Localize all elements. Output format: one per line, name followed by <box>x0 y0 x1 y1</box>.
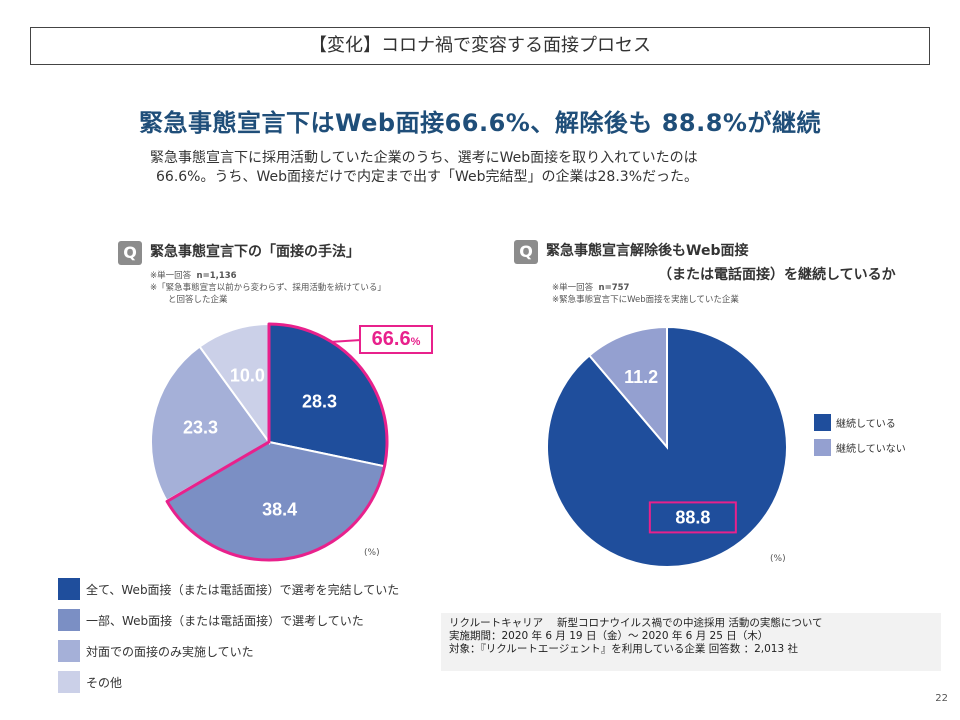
slice-label: 28.3 <box>302 391 337 411</box>
callout-unit: % <box>410 336 421 348</box>
left-note-single: ※単一回答 <box>150 271 192 281</box>
source-line-3: 対象：『リクルートエージェント』を利用している企業 回答数 ：2,013 社 <box>449 643 798 655</box>
pie-slice <box>198 322 270 446</box>
right-question-text: 緊急事態宣言解除後もWeb面接 （または電話面接）を継続しているか <box>546 240 896 286</box>
right-q-badge: Q <box>514 240 538 264</box>
left-note-condition: ※「緊急事態宣言以前から変わらず、採用活動を続けている」 <box>150 283 386 293</box>
right-note-single: ※単一回答 <box>552 283 594 293</box>
legend-label: 対面での面接のみ実施していた <box>86 644 254 659</box>
right-question-title: Q 緊急事態宣言解除後もWeb面接 （または電話面接）を継続しているか <box>514 240 896 286</box>
highlight-box <box>648 501 737 534</box>
callout-leader-line <box>331 339 362 343</box>
legend-swatch <box>814 439 831 456</box>
right-question-line-1: 緊急事態宣言解除後もWeb面接 <box>546 243 749 259</box>
legend-label: その他 <box>86 675 123 690</box>
pie-slice <box>587 325 668 450</box>
right-note-n: n=757 <box>598 283 630 293</box>
slice-label: 88.8 <box>675 508 710 528</box>
legend-label: 一部、Web面接（または電話面接）で選考していた <box>86 613 364 628</box>
right-note-condition: ※緊急事態宣言下にWeb面接を実施していた企業 <box>552 295 739 305</box>
page-number: 22 <box>935 693 948 704</box>
legend-item-not-continuing: 継続していない <box>814 439 906 456</box>
headline: 緊急事態宣言下はWeb面接66.6%、解除後も 88.8%が継続 <box>139 109 821 137</box>
legend-item-continuing: 継続している <box>814 414 906 431</box>
left-question-title: Q 緊急事態宣言下の「面接の手法」 <box>118 241 360 265</box>
legend-swatch <box>58 640 80 662</box>
lead-line-1: 緊急事態宣言下に採用活動していた企業のうち、選考にWeb面接を取り入れていたのは <box>150 150 698 166</box>
lead-line-2: 66.6%。うち、Web面接だけで内定まで出す「Web完結型」の企業は28.3%… <box>156 169 698 185</box>
slide-title: 【変化】コロナ禍で変容する面接プロセス <box>30 27 930 65</box>
left-question-text: 緊急事態宣言下の「面接の手法」 <box>150 244 360 260</box>
slice-label: 23.3 <box>183 418 218 438</box>
left-legend: 全て、Web面接（または電話面接）で選考を完結していた 一部、Web面接（または… <box>58 578 399 702</box>
right-question-line-2: （または電話面接）を継続しているか <box>658 267 896 283</box>
left-q-badge: Q <box>118 241 142 265</box>
legend-item-partial-web: 一部、Web面接（または電話面接）で選考していた <box>58 609 399 631</box>
right-legend: 継続している 継続していない <box>814 414 906 464</box>
pie-slice <box>546 325 788 568</box>
left-unit-label: (%) <box>364 548 380 558</box>
legend-swatch <box>58 578 80 600</box>
highlight-outline <box>165 322 389 562</box>
legend-label: 全て、Web面接（または電話面接）で選考を完結していた <box>86 582 400 597</box>
slice-label: 38.4 <box>262 499 297 519</box>
legend-item-all-web: 全て、Web面接（または電話面接）で選考を完結していた <box>58 578 399 600</box>
source-line-1: リクルートキャリア 新型コロナウイルス禍での中途採用 活動の実態について <box>449 617 823 629</box>
callout-value: 66.6 <box>371 328 411 350</box>
slice-label: 10.0 <box>230 366 265 386</box>
left-highlight-callout: 66.6% <box>359 325 433 354</box>
source-box: リクルートキャリア 新型コロナウイルス禍での中途採用 活動の実態について 実施期… <box>441 613 941 671</box>
legend-swatch <box>814 414 831 431</box>
legend-label: 継続している <box>836 419 896 430</box>
left-notes: ※単一回答 n=1,136 ※「緊急事態宣言以前から変わらず、採用活動を続けてい… <box>150 270 386 306</box>
lead-text: 緊急事態宣言下に採用活動していた企業のうち、選考にWeb面接を取り入れていたのは… <box>150 149 850 187</box>
legend-swatch <box>58 609 80 631</box>
source-line-2: 実施期間：2020 年 6 月 19 日（金）～ 2020 年 6 月 25 日… <box>449 630 769 642</box>
right-unit-label: (%) <box>770 554 786 564</box>
legend-item-other: その他 <box>58 671 399 693</box>
right-notes: ※単一回答 n=757 ※緊急事態宣言下にWeb面接を実施していた企業 <box>552 282 739 306</box>
pie-slice <box>165 440 386 561</box>
pie-slice <box>150 345 271 503</box>
left-note-n: n=1,136 <box>196 271 237 281</box>
slice-label: 11.2 <box>624 367 658 387</box>
legend-item-in-person: 対面での面接のみ実施していた <box>58 640 399 662</box>
legend-swatch <box>58 671 80 693</box>
left-note-condition-2: と回答した企業 <box>168 295 228 305</box>
legend-label: 継続していない <box>836 444 906 455</box>
